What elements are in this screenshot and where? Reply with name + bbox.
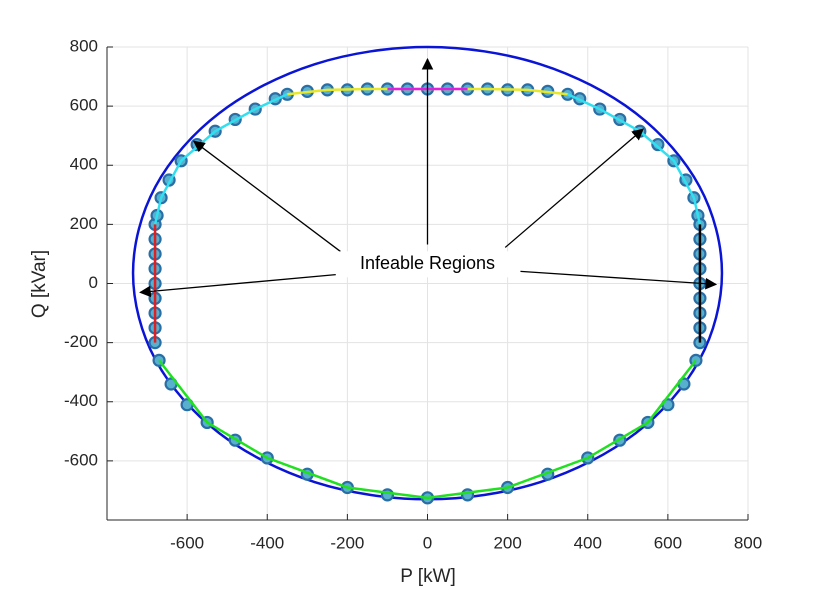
x-tick-label: 800 [734, 533, 762, 552]
annotation-arrow [139, 273, 336, 298]
x-tick-label: -400 [250, 533, 284, 552]
y-tick-label: -400 [64, 391, 98, 410]
y-tick-label: 400 [70, 155, 98, 174]
y-axis-title: Q [kVar] [29, 250, 50, 318]
x-tick-label: -200 [330, 533, 364, 552]
y-tick-label: 800 [70, 36, 98, 55]
x-tick-label: -600 [170, 533, 204, 552]
annotation-bg [339, 251, 516, 278]
x-tick-label: 600 [654, 533, 682, 552]
segment-line [158, 359, 697, 500]
segment-line [567, 93, 702, 225]
x-tick-label: 0 [423, 533, 432, 552]
axes: -600 -400 -200 0 200 400 600 800 -600 -400 -200 0 20… [64, 36, 762, 552]
x-axis-title: P [kW] [400, 566, 456, 587]
annotation-arrow [193, 140, 341, 253]
plot-area: Infeable Regions [131, 45, 724, 505]
operating-point [651, 137, 665, 152]
annotation-arrow [504, 128, 644, 248]
y-tick-label: 600 [70, 96, 98, 115]
x-tick-label: 400 [574, 533, 602, 552]
y-tick-label: -200 [64, 332, 98, 351]
y-tick-label: 0 [89, 273, 98, 292]
boundary-curve [131, 45, 724, 501]
annotation-arrow [520, 270, 718, 290]
y-tick-label: -600 [64, 450, 98, 469]
annotation-text: Infeable Regions [360, 253, 495, 273]
y-tick-label: 200 [70, 214, 98, 233]
x-tick-label: 200 [493, 533, 521, 552]
